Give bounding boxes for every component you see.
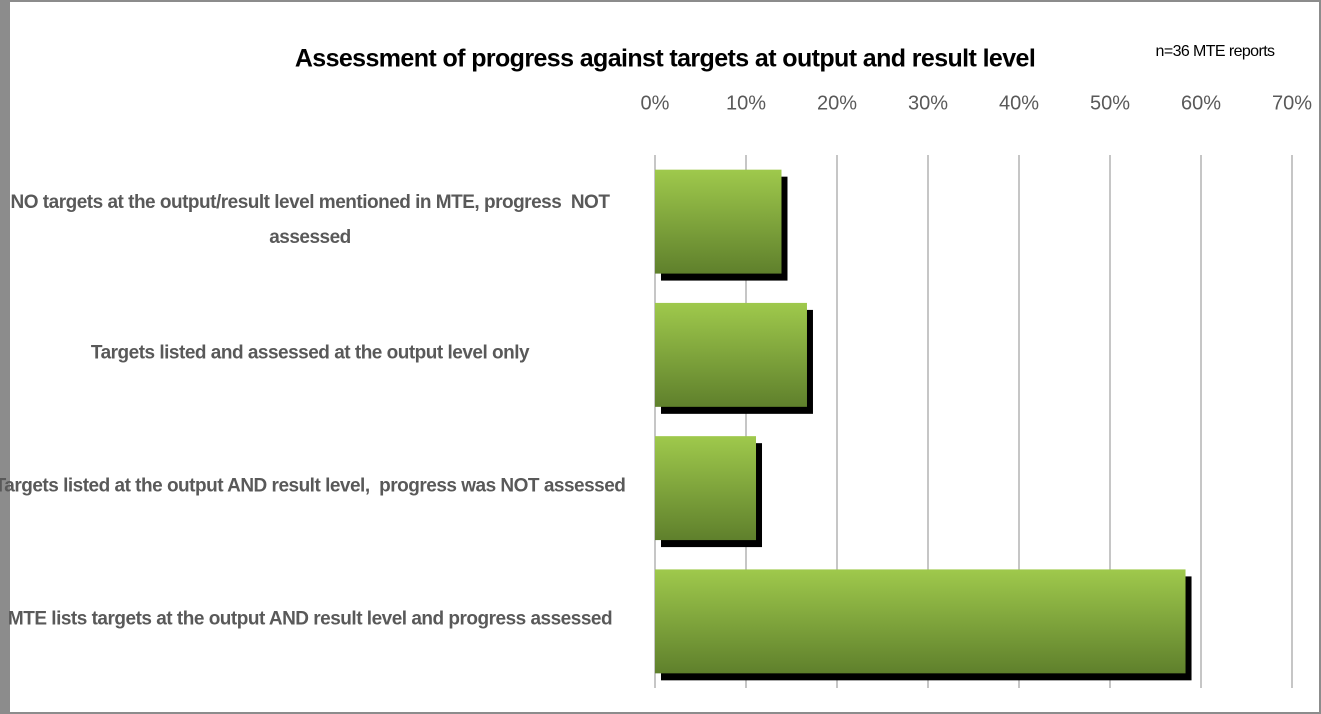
- x-tick-label: 20%: [817, 92, 857, 114]
- x-tick-label: 50%: [1090, 92, 1130, 114]
- y-tick-label: MTE lists targets at the output AND resu…: [7, 608, 613, 630]
- x-tick-label: 30%: [908, 92, 948, 114]
- bar: [655, 302, 807, 407]
- x-tick-label: 70%: [1272, 92, 1312, 114]
- annotation: n=36 MTE reports: [1156, 43, 1276, 60]
- y-tick-label: Targets listed at the output AND result …: [0, 475, 626, 497]
- bar: [655, 569, 1186, 674]
- bar: [655, 169, 782, 274]
- y-tick-label: Targets listed and assessed at the outpu…: [90, 342, 530, 364]
- x-tick-label: 60%: [1181, 92, 1221, 114]
- bar: [655, 436, 757, 541]
- x-tick-label: 0%: [641, 92, 670, 114]
- x-tick-label: 40%: [999, 92, 1039, 114]
- x-tick-label: 10%: [726, 92, 766, 114]
- chart-title: Assessment of progress against targets a…: [295, 45, 1035, 73]
- y-tick-label: NO targets at the output/result level me…: [10, 191, 615, 248]
